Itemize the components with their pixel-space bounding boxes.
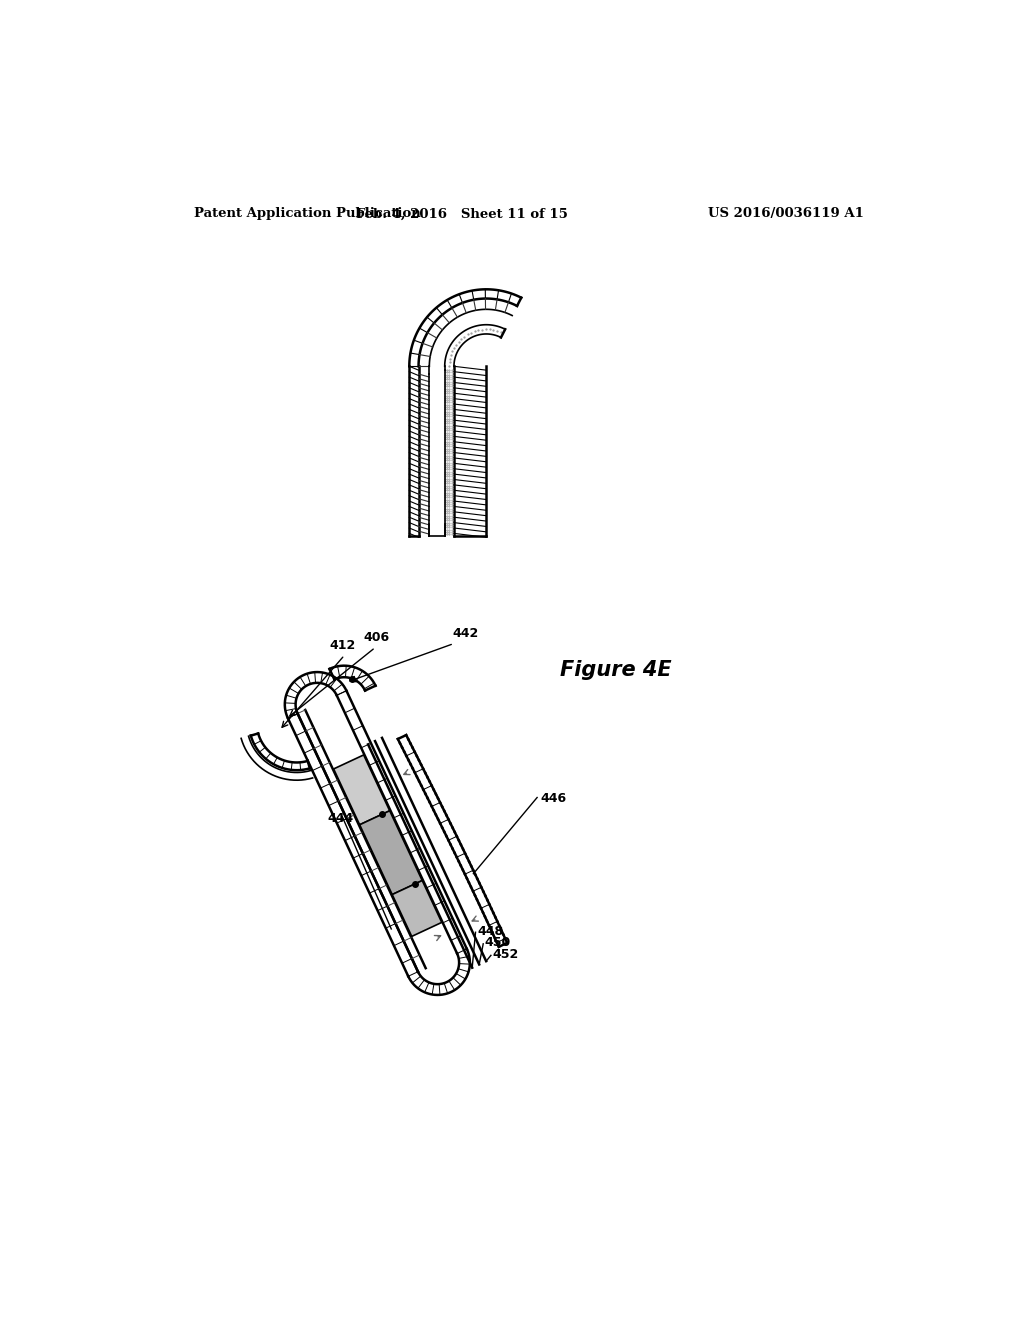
Text: Patent Application Publication: Patent Application Publication [194,207,421,220]
Text: 444: 444 [328,812,354,825]
Text: 412: 412 [330,639,355,652]
Text: 442: 442 [453,627,478,640]
Text: US 2016/0036119 A1: US 2016/0036119 A1 [708,207,864,220]
Text: Figure 4E: Figure 4E [560,660,672,680]
Polygon shape [334,755,390,825]
Text: 406: 406 [364,631,389,644]
Polygon shape [392,880,441,936]
Text: 450: 450 [484,936,511,949]
Polygon shape [359,810,422,895]
Text: 446: 446 [541,792,566,805]
Text: Feb. 4, 2016   Sheet 11 of 15: Feb. 4, 2016 Sheet 11 of 15 [355,207,567,220]
Text: 448: 448 [477,924,503,937]
Text: 452: 452 [493,948,519,961]
